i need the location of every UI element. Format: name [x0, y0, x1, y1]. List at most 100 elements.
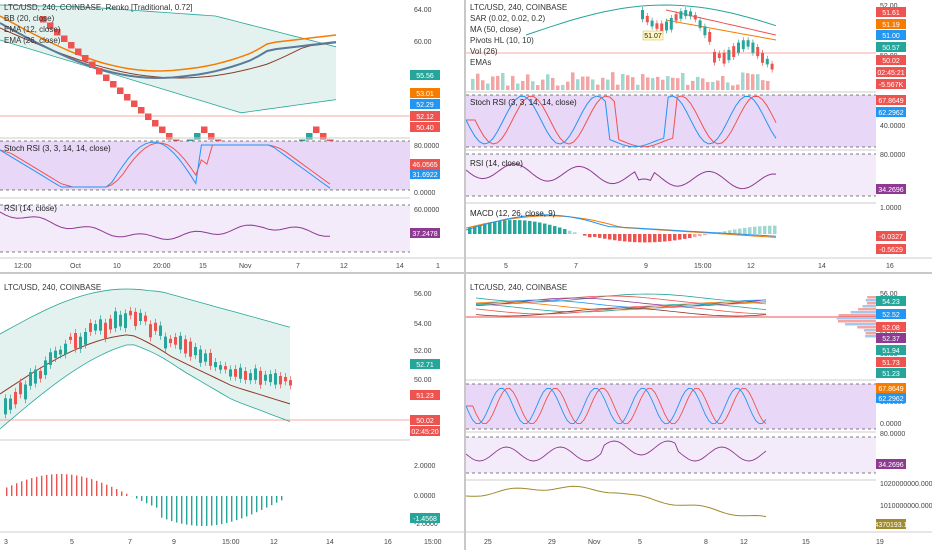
rsi-tick-label: 80.0000	[880, 152, 905, 159]
price-tick-label: 64.00	[414, 7, 432, 14]
x-tick-label: 25	[484, 539, 492, 546]
candle-down	[234, 369, 237, 377]
macd-histogram-bar	[513, 220, 517, 234]
stoch-legend: Stoch RSI (3, 3, 14, 14, close)	[4, 144, 111, 153]
macd-histogram-bar	[763, 225, 767, 234]
renko-brick-down	[103, 74, 110, 81]
osc-badge: -1.4568	[410, 513, 440, 523]
volume-bar	[516, 83, 520, 90]
candle-up	[684, 10, 688, 17]
horizontal-divider[interactable]	[0, 272, 932, 274]
candle-down	[756, 47, 760, 57]
volume-bar	[656, 76, 660, 90]
volume-bar	[711, 81, 715, 90]
price-badge: 51.73	[876, 357, 906, 367]
volume-bar	[716, 80, 720, 90]
band-fill	[0, 205, 410, 252]
price-badge-label: 50.02	[416, 418, 434, 425]
volume-bar	[601, 77, 605, 90]
candle-up	[64, 343, 67, 355]
candle-up	[765, 58, 769, 65]
volume-bar	[471, 78, 475, 90]
x-tick-label: 7	[128, 539, 132, 546]
renko-brick-down	[124, 94, 131, 101]
volume-bar	[766, 80, 770, 90]
x-tick-label: 15	[199, 263, 207, 270]
candle-up	[124, 313, 127, 329]
price-badge-bg	[876, 42, 906, 52]
stoch-k-line	[466, 387, 767, 425]
macd-histogram-bar	[613, 234, 617, 241]
volume-bar	[536, 85, 540, 90]
volume-bar	[486, 83, 490, 90]
price-badge-bg	[410, 111, 440, 121]
macd-histogram-bar	[603, 234, 607, 239]
candle-up	[254, 368, 257, 380]
candle-down	[109, 318, 112, 330]
macd-histogram-bar	[738, 228, 742, 234]
renko-brick-up	[194, 133, 201, 140]
vol-badge-label: 1004370193.1992	[863, 522, 920, 529]
macd-histogram-bar	[498, 220, 502, 234]
volume-bar	[661, 79, 665, 90]
volume-bar	[631, 77, 635, 90]
macd-histogram-bar	[518, 220, 522, 234]
price-badge: 51.23	[876, 368, 906, 378]
bb-fill	[0, 289, 290, 429]
x-tick-label: 12	[340, 263, 348, 270]
osc-tick-label: -2.0000	[414, 521, 438, 528]
volume-profile-bar	[867, 296, 876, 299]
candle-down	[732, 46, 736, 57]
x-tick-label: 5	[638, 539, 642, 546]
volume-bar	[541, 79, 545, 90]
candle-up	[114, 311, 117, 329]
candle-up	[249, 373, 252, 381]
rsi-badge: 34.2696	[876, 184, 906, 194]
stoch-badge-bg	[876, 393, 906, 403]
price-badge-label: 51.23	[416, 393, 434, 400]
stoch-badge-label: 62.2962	[878, 396, 903, 403]
candle-up	[159, 325, 162, 336]
macd-histogram-bar	[648, 234, 652, 243]
volume-bar	[751, 74, 755, 90]
volume-bar	[531, 81, 535, 90]
macd-histogram-bar	[683, 234, 687, 239]
price-badge-label: 52.12	[416, 114, 434, 121]
oscillator-bar	[231, 496, 233, 522]
stoch-badge-bg	[410, 159, 440, 169]
macd-histogram-bar	[733, 229, 737, 234]
price-badge: 52.29	[410, 99, 440, 109]
price-tick-label: 54.00	[414, 321, 432, 328]
oscillator-bar	[261, 496, 263, 510]
vol-tick-label: 1020000000.0000	[880, 481, 932, 488]
price-badge: 52.12	[410, 111, 440, 121]
volume-bar	[616, 84, 620, 90]
macd-histogram-bar	[688, 234, 692, 239]
candle-up	[139, 312, 142, 321]
oscillator-bar	[51, 474, 53, 496]
rsi-line	[466, 163, 777, 190]
renko-brick-down	[313, 126, 320, 133]
x-tick-label: 9	[644, 263, 648, 270]
oscillator-bar	[41, 475, 43, 496]
price-tick-label: 52.00	[880, 3, 898, 10]
volume-bar	[476, 73, 480, 90]
candle-up	[54, 350, 57, 358]
price-badge-label: 51.19	[882, 22, 900, 29]
volume-bar	[731, 85, 735, 90]
volume-bar	[511, 75, 515, 90]
price-badge: 02:45:21	[876, 67, 906, 77]
price-badge-bg	[876, 67, 906, 77]
oscillator-bar	[281, 496, 283, 501]
volume-bar	[626, 75, 630, 90]
legend-label: EMAs	[470, 58, 491, 67]
candle-down	[209, 352, 212, 366]
stoch-tick-label: 0.0000	[414, 190, 436, 197]
osc-tick-label: 0.0000	[414, 493, 436, 500]
macd-histogram-bar	[723, 231, 727, 234]
vertical-divider[interactable]	[464, 0, 466, 550]
renko-brick-down	[166, 133, 173, 140]
oscillator-bar	[81, 476, 83, 496]
renko-brick-down	[40, 16, 47, 23]
